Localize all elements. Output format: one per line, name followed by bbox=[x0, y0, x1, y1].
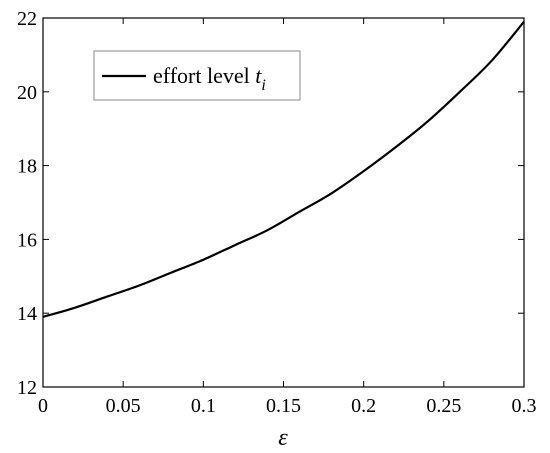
x-tick-label: 0.1 bbox=[191, 395, 216, 417]
legend-subscript: i bbox=[261, 77, 265, 94]
y-tick-label: 12 bbox=[17, 377, 37, 399]
x-tick-label: 0.05 bbox=[106, 395, 141, 417]
series-line-effort-level bbox=[42, 20, 525, 318]
y-tick-label: 20 bbox=[17, 82, 37, 104]
y-tick-label: 14 bbox=[17, 303, 37, 325]
x-tick-label: 0.25 bbox=[426, 395, 461, 417]
y-tick-label: 22 bbox=[17, 8, 37, 30]
y-tick-label: 18 bbox=[17, 156, 37, 178]
x-tick-label: 0.2 bbox=[351, 395, 376, 417]
axis-tick-labels: 0 0.05 0.1 0.15 0.2 0.25 0.3 12 14 16 18 20 22 bbox=[17, 8, 537, 417]
y-tick-label: 16 bbox=[17, 229, 37, 251]
x-tick-label: 0.3 bbox=[512, 395, 537, 417]
x-tick-label: 0.15 bbox=[266, 395, 301, 417]
x-tick-label: 0 bbox=[38, 395, 48, 417]
legend: effort level ti bbox=[93, 50, 301, 101]
x-axis-title: ε bbox=[278, 425, 288, 451]
axis-ticks bbox=[42, 17, 525, 388]
legend-label: effort level ti bbox=[153, 63, 266, 94]
legend-variable: t bbox=[255, 63, 262, 88]
